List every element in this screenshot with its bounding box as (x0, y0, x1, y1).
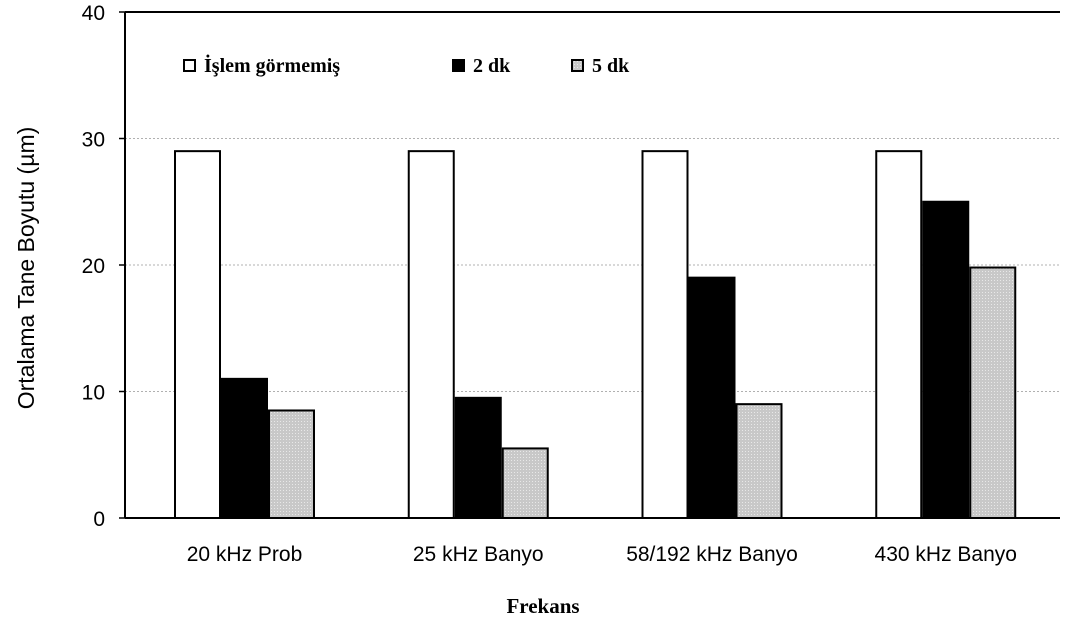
bar-2-1 (221, 377, 268, 519)
x-tick-label-3: 58/192 kHz Banyo (626, 543, 798, 566)
bar-3-3 (735, 403, 783, 519)
y-tick-label-4: 40 (82, 2, 105, 25)
y-tick-label-0: 0 (93, 508, 105, 531)
x-tick-labels: 20 kHz Prob 25 kHz Banyo 58/192 kHz Banyo 4… (187, 543, 1017, 566)
bar-3-1 (268, 409, 315, 520)
legend-label-2: 2 dk (473, 55, 511, 77)
y-tick-label-1: 10 (82, 382, 105, 405)
bar-1-1 (174, 150, 221, 519)
bar-2-3 (688, 276, 736, 519)
x-tick-label-1: 20 kHz Prob (187, 543, 303, 566)
y-tick-label-3: 30 (82, 129, 105, 152)
bars (174, 150, 1017, 520)
legend: İşlem görmemiş 2 dk 5 dk (183, 53, 630, 77)
bar-1-3 (641, 150, 689, 519)
legend-swatch-3 (571, 59, 584, 72)
legend-swatch-1 (183, 59, 196, 72)
bar-1-2 (407, 150, 455, 519)
bar-3-2 (501, 447, 549, 519)
y-axis-label: Ortalama Tane Boyutu (µm) (13, 127, 39, 410)
x-tick-label-4: 430 kHz Banyo (875, 543, 1017, 566)
y-tick-label-2: 20 (82, 255, 105, 278)
bar-2-2 (454, 396, 502, 520)
legend-swatch-2 (452, 59, 465, 72)
bar-3-4 (969, 266, 1017, 519)
legend-label-3: 5 dk (592, 55, 630, 77)
y-tick-labels: 0 10 20 30 40 (82, 2, 125, 531)
legend-label-1: İşlem görmemiş (204, 53, 340, 77)
bar-2-4 (922, 200, 970, 519)
x-tick-label-2: 25 kHz Banyo (413, 543, 544, 566)
bar-1-4 (875, 150, 923, 519)
x-axis-label: Frekans (506, 594, 579, 618)
